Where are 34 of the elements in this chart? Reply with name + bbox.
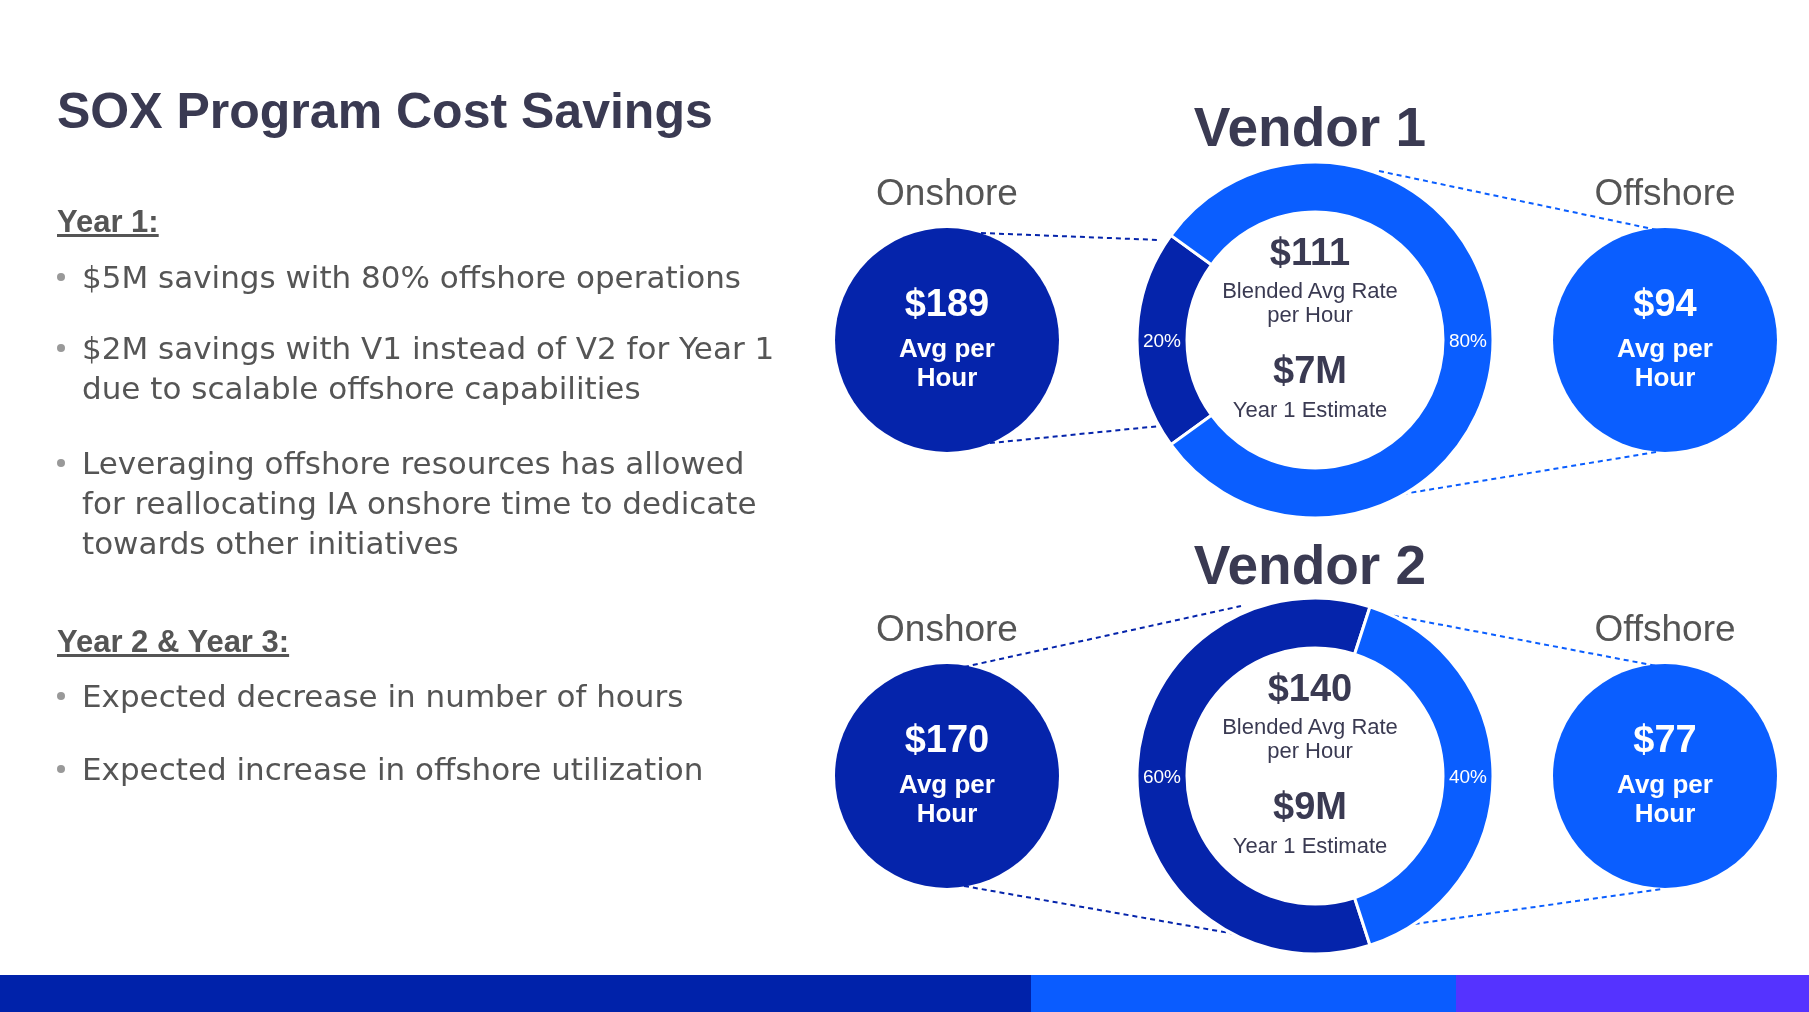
text: Expected increase in offshore utilization	[82, 750, 705, 789]
text: Leveraging offshore resources has allowed for reallocating IA onshore time to dedicate towards other initiatives	[82, 444, 758, 563]
data-label: 40%	[1448, 765, 1488, 787]
text: $111	[1268, 231, 1352, 275]
text: $5M savings with 80% offshore operations	[82, 258, 742, 297]
text: SOX Program Cost Savings	[57, 82, 713, 140]
text: $77	[1632, 718, 1698, 761]
text: $7M	[1272, 349, 1348, 393]
text: Avg per Hour	[1616, 769, 1714, 828]
text: Year 1 Estimate	[1231, 832, 1389, 859]
data-label: 60%	[1142, 765, 1182, 787]
text: Avg per Hour	[898, 769, 996, 828]
text: Expected decrease in number of hours	[82, 677, 685, 716]
text: Year 1 Estimate	[1231, 396, 1389, 423]
text: Blended Avg Rate per Hour	[1221, 714, 1399, 763]
slice-label: Offshore	[1593, 172, 1737, 214]
text: Year 1:	[57, 204, 159, 240]
text: Blended Avg Rate per Hour	[1221, 278, 1399, 327]
text: $170	[903, 718, 991, 761]
text: $140	[1266, 667, 1354, 711]
chart-title: Vendor 1	[1192, 95, 1428, 159]
slice-label: Onshore	[875, 608, 1019, 650]
text: $189	[903, 282, 991, 325]
slice-label: Offshore	[1593, 608, 1737, 650]
text: Year 2 & Year 3:	[57, 624, 290, 660]
data-label: 20%	[1142, 329, 1182, 351]
text: $9M	[1272, 785, 1348, 829]
text: Avg per Hour	[1616, 333, 1714, 392]
chart-title: Vendor 2	[1192, 533, 1428, 597]
text: $94	[1632, 282, 1698, 325]
text: $2M savings with V1 instead of V2 for Year 1 due to scalable offshore capabilities	[82, 329, 776, 408]
slice-label: Onshore	[875, 172, 1019, 214]
data-label: 80%	[1448, 329, 1488, 351]
text: Avg per Hour	[898, 333, 996, 392]
